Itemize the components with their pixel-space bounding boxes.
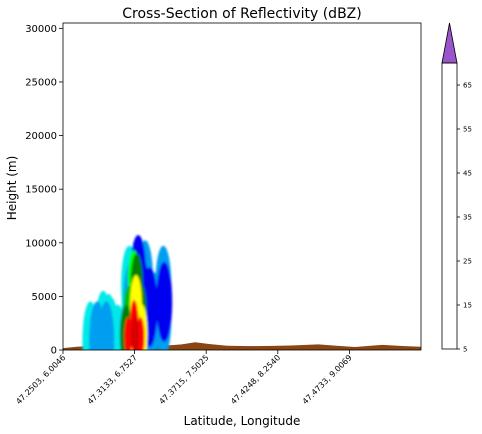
colorbar-tick-label: 15 [463, 302, 472, 310]
plot-area [63, 23, 421, 350]
y-tick-label: 0 [51, 346, 57, 357]
x-tick-label: 47.4248, 8.2540 [229, 353, 282, 406]
y-tick-label: 20000 [25, 131, 57, 142]
y-axis-label: Height (m) [5, 156, 19, 221]
x-axis-label: Latitude, Longitude [184, 414, 301, 428]
x-tick-label: 47.3715, 7.5025 [157, 353, 210, 406]
chart-title: Cross-Section of Reflectivity (dBZ) [122, 6, 361, 22]
y-tick-label: 5000 [32, 292, 57, 303]
reflectivity-cell [98, 301, 115, 350]
colorbar-tick-label: 25 [463, 258, 472, 266]
x-tick-label: 47.2503, 6.0046 [14, 353, 67, 406]
x-axis-ticks: 47.2503, 6.0046 47.3133, 6.7527 47.3715, 7… [14, 350, 354, 406]
colorbar: 5 15 25 35 45 55 65 [441, 22, 472, 354]
reflectivity-cell [131, 316, 140, 350]
colorbar-tick-label: 55 [463, 126, 472, 134]
x-tick-label: 47.3133, 6.7527 [86, 353, 139, 406]
y-tick-label: 30000 [25, 24, 57, 35]
colorbar-tick-label: 65 [463, 82, 472, 90]
colorbar-tick-label: 35 [463, 214, 472, 222]
colorbar-tick-label: 45 [463, 170, 472, 178]
y-tick-label: 10000 [25, 238, 57, 249]
y-tick-label: 25000 [25, 77, 57, 88]
x-tick-label: 47.4733, 9.0069 [301, 353, 354, 406]
colorbar-extend-arrow [441, 22, 458, 64]
reflectivity-field [82, 235, 173, 350]
y-tick-label: 15000 [25, 185, 57, 196]
reflectivity-cell [156, 261, 173, 342]
colorbar-tick-label: 5 [463, 346, 467, 354]
reflectivity-cell [124, 317, 133, 350]
plot-background [63, 23, 421, 350]
colorbar-frame [441, 62, 458, 350]
plot-frame [62, 22, 422, 351]
y-axis-ticks: 0 5000 10000 15000 20000 25000 30000 [25, 24, 63, 357]
